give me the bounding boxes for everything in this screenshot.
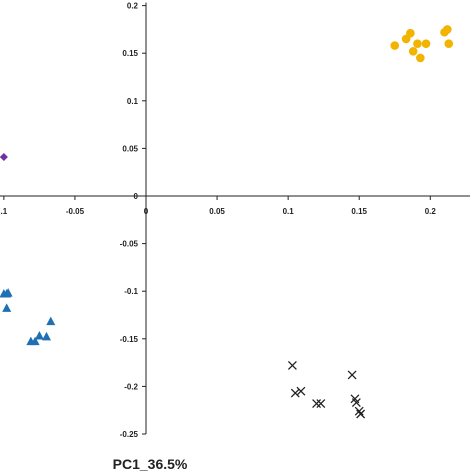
data-point-x bbox=[354, 406, 364, 416]
data-point-circle bbox=[416, 53, 425, 63]
data-point-circle bbox=[413, 39, 422, 48]
data-points bbox=[0, 25, 454, 419]
x-tick-label: 0.15 bbox=[351, 207, 367, 216]
y-tick-label: -0.1 bbox=[124, 287, 138, 296]
data-point-x bbox=[312, 399, 322, 408]
x-tick-label: 0.05 bbox=[209, 207, 225, 216]
data-point-circle bbox=[390, 41, 400, 50]
x-tick-label: 0 bbox=[144, 207, 149, 216]
x-tick-label: 0.2 bbox=[425, 207, 437, 216]
data-point-diamond bbox=[0, 152, 8, 161]
data-point-circle bbox=[408, 46, 418, 56]
data-point-x bbox=[347, 370, 357, 380]
y-tick-label: 0.15 bbox=[122, 49, 138, 58]
data-point-triangle bbox=[46, 316, 56, 326]
data-point-triangle bbox=[2, 303, 12, 312]
x-tick-label: -0.05 bbox=[66, 207, 85, 216]
data-point-triangle bbox=[30, 336, 40, 346]
y-tick-label: 0 bbox=[134, 192, 139, 201]
y-tick-label: -0.15 bbox=[120, 335, 139, 344]
x-tick-label: .1 bbox=[1, 207, 8, 216]
data-point-circle bbox=[421, 39, 431, 48]
data-point-x bbox=[296, 386, 306, 396]
data-point-circle bbox=[443, 25, 452, 34]
y-tick-label: -0.05 bbox=[120, 240, 139, 249]
data-point-triangle bbox=[42, 331, 52, 341]
data-point-x bbox=[316, 399, 326, 408]
data-point-triangle bbox=[34, 330, 44, 340]
axes bbox=[0, 2, 470, 435]
y-tick-label: -0.25 bbox=[120, 430, 139, 439]
data-point-x bbox=[287, 360, 297, 370]
data-point-triangle bbox=[3, 288, 13, 297]
x-tick-label: 0.1 bbox=[283, 207, 295, 216]
y-tick-label: 0.05 bbox=[122, 144, 138, 153]
data-point-x bbox=[351, 398, 361, 408]
y-tick-label: 0.1 bbox=[127, 97, 139, 106]
y-tick-label: -0.2 bbox=[124, 382, 138, 391]
data-point-circle bbox=[406, 28, 415, 38]
data-point-x bbox=[356, 409, 366, 419]
data-point-x bbox=[290, 388, 300, 398]
data-point-circle bbox=[444, 39, 454, 48]
x-axis-title: PC1_36.5% bbox=[113, 456, 188, 472]
y-tick-label: 0.2 bbox=[127, 2, 139, 11]
tick-labels: .1 -0.05 0 0.05 0.1 0.15 0.2 0.2 0.15 0.1 0.05 0 -0.… bbox=[1, 2, 437, 439]
